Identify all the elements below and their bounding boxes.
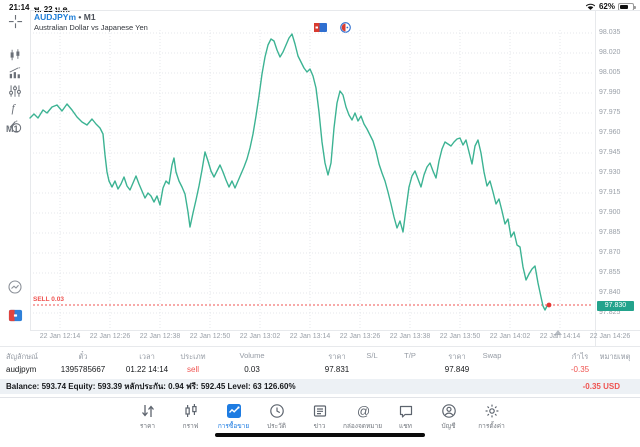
current-price-badge: 97.830 bbox=[597, 301, 634, 312]
price-axis-label: 97.825 bbox=[599, 309, 621, 316]
account-summary-text: Balance: 593.74 Equity: 593.39 หลักประกั… bbox=[6, 382, 296, 391]
price-chart[interactable] bbox=[0, 0, 640, 345]
chart-toolbar: f M1 bbox=[0, 10, 30, 330]
indicators-icon[interactable] bbox=[6, 64, 24, 82]
table-cell: sell bbox=[186, 365, 200, 374]
table-header-cell: เวลา bbox=[139, 352, 155, 361]
nav-tab-charts[interactable]: กราฟ bbox=[169, 403, 212, 431]
battery-percent: 62% bbox=[598, 2, 615, 11]
table-cell: 97.849 bbox=[444, 365, 470, 374]
sliders-icon[interactable] bbox=[6, 82, 24, 100]
positions-table-row[interactable]: audjpym 1395785667 01.22 14:14 sell 0.03 97.8… bbox=[0, 365, 640, 377]
price-axis-label: 97.930 bbox=[599, 169, 621, 176]
floating-profit: -0.35 USD bbox=[582, 382, 620, 391]
price-axis-label: 97.855 bbox=[599, 269, 621, 276]
time-axis-label: 22 Jan 14:02 bbox=[489, 333, 531, 340]
table-header-cell: S/L bbox=[366, 351, 378, 360]
time-axis-label: 22 Jan 14:26 bbox=[589, 333, 631, 340]
table-header-cell: สัญลักษณ์ bbox=[6, 352, 39, 361]
clock-time: 21:14 bbox=[9, 3, 30, 12]
svg-text:@: @ bbox=[357, 404, 370, 419]
time-axis-label: 22 Jan 12:14 bbox=[39, 333, 81, 340]
time-axis-label: 22 Jan 13:02 bbox=[239, 333, 281, 340]
nav-tab-trade[interactable]: การซื้อขาย bbox=[212, 403, 255, 431]
symbol-description: Australian Dollar vs Japanese Yen bbox=[34, 23, 148, 32]
price-axis-label: 98.020 bbox=[599, 49, 621, 56]
chart-header[interactable]: AUDJPYm • M1 Australian Dollar vs Japane… bbox=[34, 12, 148, 32]
table-cell: 01.22 14:14 bbox=[125, 365, 169, 374]
account-summary-bar: Balance: 593.74 Equity: 593.39 หลักประกั… bbox=[0, 379, 640, 394]
price-axis-label: 98.005 bbox=[599, 69, 621, 76]
price-axis-label: 97.870 bbox=[599, 249, 621, 256]
nav-tab-mailbox[interactable]: @ กล่องจดหมาย bbox=[342, 403, 383, 431]
metaquotes-logo-icon[interactable] bbox=[6, 306, 24, 324]
table-cell: 97.831 bbox=[324, 365, 350, 374]
table-header-cell: หมายเหตุ bbox=[599, 352, 631, 361]
table-header-cell: ประเภท bbox=[180, 352, 206, 361]
table-cell: -0.35 bbox=[570, 365, 590, 374]
price-axis-label: 97.960 bbox=[599, 129, 621, 136]
calendar-event-flag-icon-1[interactable] bbox=[314, 23, 327, 32]
price-axis[interactable]: 98.035 98.020 98.005 97.990 97.975 97.960 97.9… bbox=[0, 0, 640, 330]
price-axis-label: 97.900 bbox=[599, 209, 621, 216]
price-axis-label: 97.840 bbox=[599, 289, 621, 296]
table-cell: 0.03 bbox=[244, 365, 260, 374]
time-axis-label: 22 Jan 13:14 bbox=[289, 333, 331, 340]
table-cell: audjpym bbox=[6, 365, 37, 374]
price-axis-label: 97.885 bbox=[599, 229, 621, 236]
table-header-cell: Swap bbox=[482, 351, 502, 360]
wifi-icon bbox=[585, 3, 596, 10]
table-cell: 1395785667 bbox=[60, 365, 106, 374]
nav-tab-news[interactable]: ข่าว bbox=[298, 403, 341, 431]
svg-text:f: f bbox=[12, 103, 17, 115]
time-axis-label: 22 Jan 14:14 bbox=[539, 333, 581, 340]
function-objects-icon[interactable]: f bbox=[6, 99, 24, 117]
table-header-cell: T/P bbox=[404, 351, 416, 360]
price-axis-label: 97.945 bbox=[599, 149, 621, 156]
crosshair-icon[interactable] bbox=[6, 12, 24, 30]
table-header-cell: ตั๋ว bbox=[78, 352, 88, 361]
divider bbox=[30, 10, 31, 330]
nav-tab-history[interactable]: ประวัติ bbox=[255, 403, 298, 431]
graphic-objects-icon[interactable] bbox=[6, 117, 24, 135]
positions-table-header: สัญลักษณ์ ตั๋ว เวลา ประเภท Volume ราคา S/L T/P ร… bbox=[0, 351, 640, 362]
home-indicator[interactable] bbox=[215, 433, 425, 437]
table-header-cell: Volume bbox=[239, 351, 265, 360]
symbol-timeframe: M1 bbox=[83, 12, 96, 22]
price-axis-label: 98.035 bbox=[599, 29, 621, 36]
clock-date: พ. 22 ม.ค. bbox=[34, 3, 70, 16]
price-axis-label: 97.915 bbox=[599, 189, 621, 196]
nav-tab-accounts[interactable]: บัญชี bbox=[427, 403, 470, 431]
quick-chart-bubble-icon[interactable] bbox=[6, 278, 24, 296]
calendar-event-flag-icon-2[interactable] bbox=[340, 22, 351, 33]
divider bbox=[0, 346, 640, 347]
price-axis-label: 97.975 bbox=[599, 109, 621, 116]
time-axis[interactable]: 22 Jan 12:14 22 Jan 12:26 22 Jan 12:38 22 J… bbox=[0, 330, 640, 345]
calendar-event-flags bbox=[314, 22, 351, 33]
bottom-nav: ราคา กราฟ การซื้อขาย ประวัติ bbox=[0, 397, 640, 447]
separator-dot: • bbox=[78, 12, 82, 22]
divider bbox=[30, 10, 640, 11]
position-open-marker-icon bbox=[554, 330, 562, 335]
time-axis-label: 22 Jan 12:38 bbox=[139, 333, 181, 340]
nav-tab-quotes[interactable]: ราคา bbox=[126, 403, 169, 431]
nav-tab-chat[interactable]: แชท bbox=[384, 403, 427, 431]
divider bbox=[30, 330, 640, 331]
nav-tab-settings[interactable]: การตั้งค่า bbox=[470, 403, 513, 431]
time-axis-label: 22 Jan 12:26 bbox=[89, 333, 131, 340]
time-axis-label: 22 Jan 13:38 bbox=[389, 333, 431, 340]
open-position-line-label[interactable]: SELL 0.03 bbox=[33, 296, 64, 303]
price-axis-label: 97.990 bbox=[599, 89, 621, 96]
time-axis-label: 22 Jan 12:50 bbox=[189, 333, 231, 340]
candlestick-chart-icon[interactable] bbox=[6, 46, 24, 64]
table-header-cell: ราคา bbox=[328, 352, 346, 361]
time-axis-label: 22 Jan 13:50 bbox=[439, 333, 481, 340]
timeframe-badge[interactable]: M1 bbox=[6, 124, 19, 134]
divider bbox=[595, 10, 596, 346]
table-header-cell: กำไร bbox=[571, 352, 589, 361]
time-axis-label: 22 Jan 13:26 bbox=[339, 333, 381, 340]
symbol-name[interactable]: AUDJPYm bbox=[34, 12, 77, 22]
table-header-cell: ราคา bbox=[448, 352, 466, 361]
